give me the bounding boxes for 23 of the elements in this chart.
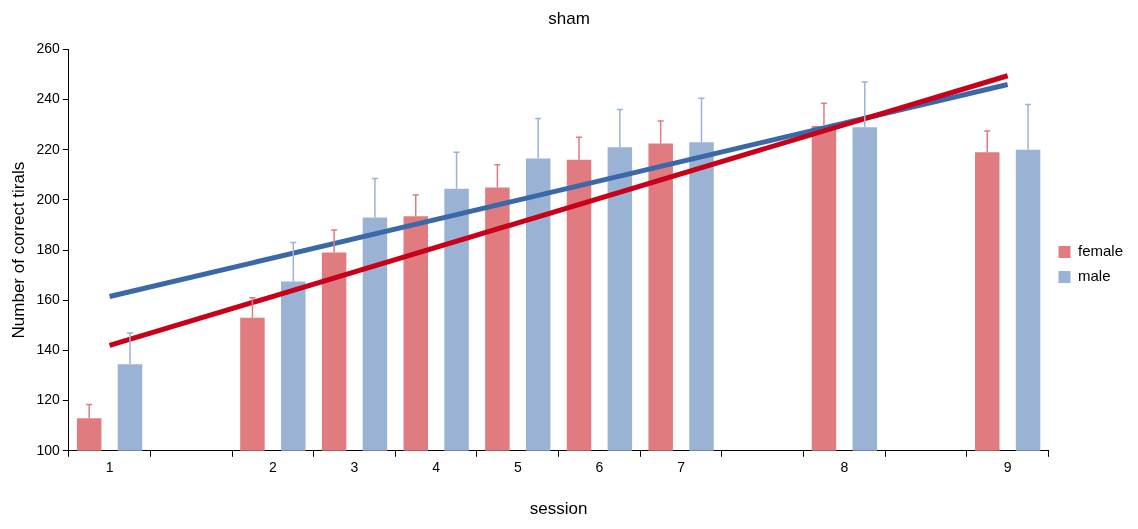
x-tick-label: 7 [677,459,686,476]
y-axis-title: Number of correct tirals [8,161,28,339]
x-tick-label: 9 [1003,459,1012,476]
legend-label: female [1077,242,1124,260]
x-tick-label: 8 [840,459,849,476]
y-tick-label: 240 [36,90,60,107]
x-tick-label: 4 [432,459,441,476]
x-tick-label: 1 [105,459,114,476]
y-tick-label: 140 [36,341,60,358]
y-tick-label: 220 [36,140,60,157]
x-tick-label: 3 [350,459,359,476]
y-tick-label: 100 [36,441,60,458]
chart-title: sham [548,8,590,28]
x-tick-label: 5 [513,459,522,476]
y-tick-label: 260 [36,40,60,57]
legend-label: male [1077,267,1111,285]
x-axis-title: session [529,499,588,519]
x-tick-label: 6 [595,459,604,476]
y-tick-label: 180 [36,240,60,257]
y-tick-label: 120 [36,391,60,408]
y-tick-label: 160 [36,291,60,308]
x-tick-label: 2 [268,459,277,476]
y-tick-label: 200 [36,190,60,207]
